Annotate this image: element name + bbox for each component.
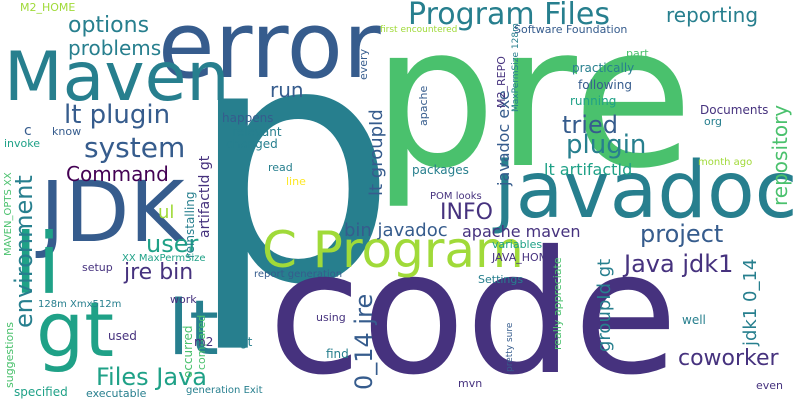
word: 0_14 jre	[350, 293, 378, 390]
word: pretty sure	[505, 322, 515, 372]
word: practically	[572, 61, 635, 75]
word: POM looks	[430, 191, 482, 202]
word: gt	[36, 285, 115, 374]
word: problems	[68, 36, 162, 60]
word: find	[326, 347, 349, 361]
word: Files Java	[96, 363, 207, 391]
word: even	[756, 379, 784, 392]
word: coworker	[678, 346, 779, 371]
word: user	[146, 230, 199, 258]
word: Java jdk1	[624, 250, 734, 278]
word: setup	[82, 261, 113, 274]
word: line	[286, 175, 306, 188]
word: invoke	[4, 137, 41, 150]
word: system	[84, 131, 186, 164]
word: every	[357, 48, 370, 80]
word: variables	[492, 238, 543, 251]
word: plugin	[566, 130, 647, 160]
word: jdk1 0_14	[740, 258, 761, 346]
word: happens	[222, 111, 274, 125]
word: work	[170, 293, 197, 306]
word: used	[108, 329, 137, 343]
word: error	[158, 0, 381, 99]
word: Software Foundation	[514, 23, 628, 36]
word: JAVA_HOME	[492, 251, 556, 264]
word: groupId gt	[594, 258, 615, 352]
word: JDK	[40, 163, 185, 261]
word: XX MaxPermSize	[122, 253, 206, 264]
word: suggestions	[3, 322, 16, 388]
word: M2_REPO	[495, 56, 508, 108]
word: reporting	[666, 3, 759, 27]
word: Settings	[478, 273, 524, 286]
word: MAVEN_OPTS XX	[3, 172, 14, 256]
word: part	[626, 47, 649, 60]
word: reinstalling	[183, 191, 197, 258]
word: artifactId gt	[197, 155, 213, 238]
word: code	[268, 215, 678, 400]
word: running	[570, 94, 617, 108]
word: apache	[417, 85, 430, 126]
word: c	[24, 123, 32, 139]
word: M2_HOME	[20, 1, 76, 14]
word: specified	[14, 385, 68, 399]
word: org	[704, 115, 723, 128]
word: repository	[768, 104, 792, 206]
word: tried	[562, 111, 618, 139]
word: lt groupId	[366, 109, 387, 196]
word: javadoc	[494, 146, 798, 236]
word: really appreciate	[551, 257, 564, 350]
word: MaxPermSize 128m	[511, 23, 521, 112]
word: project	[640, 220, 724, 248]
word: occurred	[181, 325, 195, 378]
word: lt artifactId	[544, 160, 633, 179]
word: apache maven	[462, 222, 581, 241]
word: options	[68, 13, 150, 38]
word: bin javadoc	[344, 220, 448, 241]
word: well	[682, 313, 706, 327]
word: m2	[194, 335, 214, 349]
word: month ago	[698, 157, 753, 168]
word: Maven	[4, 38, 230, 117]
word: environment	[10, 175, 38, 328]
word: changed	[226, 137, 278, 151]
word: Command	[66, 162, 169, 186]
word: run	[270, 78, 304, 102]
word: pre	[372, 0, 694, 212]
word: relevant	[232, 125, 282, 139]
word: read	[268, 161, 293, 174]
word: gt	[240, 335, 253, 349]
word: lt plugin	[64, 100, 171, 130]
word: know	[52, 125, 82, 138]
word: Program Files	[408, 0, 610, 32]
word: Documents	[700, 103, 769, 117]
word: lt	[168, 283, 219, 372]
word: C Program	[262, 221, 524, 279]
word: li	[14, 215, 61, 313]
word: ul	[158, 202, 175, 223]
word: generation Exit	[186, 385, 263, 396]
word: executable	[86, 387, 147, 400]
word: packages	[412, 163, 469, 177]
word: report generation	[254, 269, 343, 280]
word: mvn	[458, 377, 483, 390]
word: jre bin	[124, 260, 194, 285]
word: following	[578, 78, 632, 92]
word: 128m Xmx512m	[38, 299, 122, 310]
word: using	[316, 311, 346, 324]
word: p	[188, 0, 398, 357]
word: first encountered	[380, 25, 458, 35]
word: INFO	[440, 200, 493, 225]
